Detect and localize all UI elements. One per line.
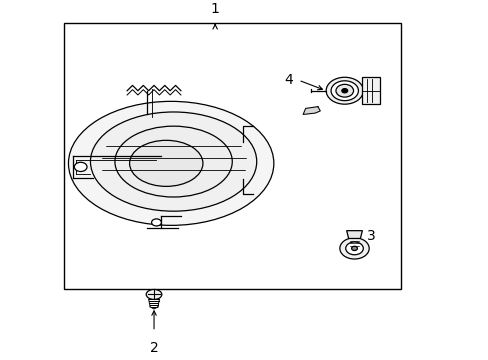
Polygon shape <box>346 231 362 238</box>
Ellipse shape <box>90 112 256 211</box>
Text: 1: 1 <box>210 2 219 16</box>
Text: 3: 3 <box>366 229 375 243</box>
Circle shape <box>330 81 358 101</box>
Circle shape <box>151 219 161 226</box>
Bar <box>63 23 400 289</box>
Polygon shape <box>303 107 320 114</box>
Ellipse shape <box>68 102 273 225</box>
Circle shape <box>345 242 363 255</box>
Ellipse shape <box>146 289 162 300</box>
Circle shape <box>341 89 347 93</box>
Circle shape <box>339 238 368 259</box>
Circle shape <box>335 84 353 97</box>
Circle shape <box>351 246 357 251</box>
Circle shape <box>325 77 363 104</box>
Text: 4: 4 <box>284 73 293 87</box>
Circle shape <box>74 162 87 171</box>
Ellipse shape <box>129 140 203 186</box>
Ellipse shape <box>115 126 232 197</box>
Bar <box>361 77 380 104</box>
Text: 2: 2 <box>149 341 158 355</box>
